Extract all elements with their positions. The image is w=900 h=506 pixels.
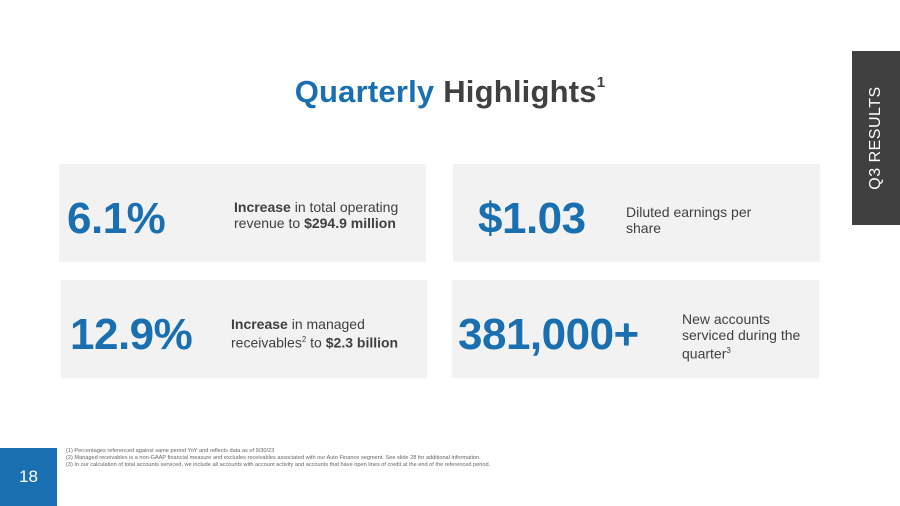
desc-footnote-marker: 2 (301, 335, 307, 344)
highlight-card-accounts: 381,000+ New accounts serviced during th… (452, 280, 819, 378)
desc-bold-lead: Increase (234, 199, 291, 215)
stat-description: New accounts serviced during the quarter… (682, 311, 816, 362)
desc-bold-value: $294.9 million (304, 215, 396, 231)
section-tab: Q3 RESULTS (852, 51, 900, 225)
desc-bold-value: $2.3 billion (325, 334, 399, 351)
desc-footnote-marker: 3 (726, 346, 731, 355)
footnote-1: (1) Percentages referenced against same … (66, 448, 275, 454)
highlight-card-receivables: 12.9% Increase in managed receivables2 t… (61, 280, 427, 378)
title-footnote-marker: 1 (596, 73, 606, 91)
desc-text-2: to (306, 334, 326, 351)
page-title: Quarterly Highlights1 (0, 74, 900, 110)
page-number: 18 (0, 448, 57, 506)
stat-description: Increase in total operating revenue to $… (234, 199, 419, 231)
stat-description: Increase in managed receivables2 to $2.3… (231, 316, 421, 351)
footnote-2: (2) Managed receivables is a non-GAAP fi… (66, 455, 481, 461)
desc-text: in managed receivables (231, 316, 365, 351)
stat-value: 12.9% (70, 310, 193, 359)
highlight-card-eps: $1.03 Diluted earnings per share (453, 164, 820, 262)
highlight-card-revenue: 6.1% Increase in total operating revenue… (59, 164, 426, 262)
desc-text: New accounts serviced during the quarter (682, 311, 801, 362)
title-rest: Highlights (443, 74, 597, 109)
section-tab-label: Q3 RESULTS (867, 86, 884, 190)
stat-description: Diluted earnings per share (626, 204, 756, 236)
footnote-3: (3) In our calculation of total accounts… (66, 462, 491, 468)
footnotes: (1) Percentages referenced against same … (66, 448, 566, 469)
desc-text: Diluted earnings per share (626, 204, 752, 236)
stat-value: $1.03 (478, 194, 586, 243)
title-accent: Quarterly (294, 74, 435, 109)
desc-text: in total operating revenue to (234, 199, 399, 231)
stat-value: 6.1% (67, 194, 166, 243)
desc-bold-lead: Increase (231, 316, 288, 332)
stat-value: 381,000+ (458, 310, 639, 359)
